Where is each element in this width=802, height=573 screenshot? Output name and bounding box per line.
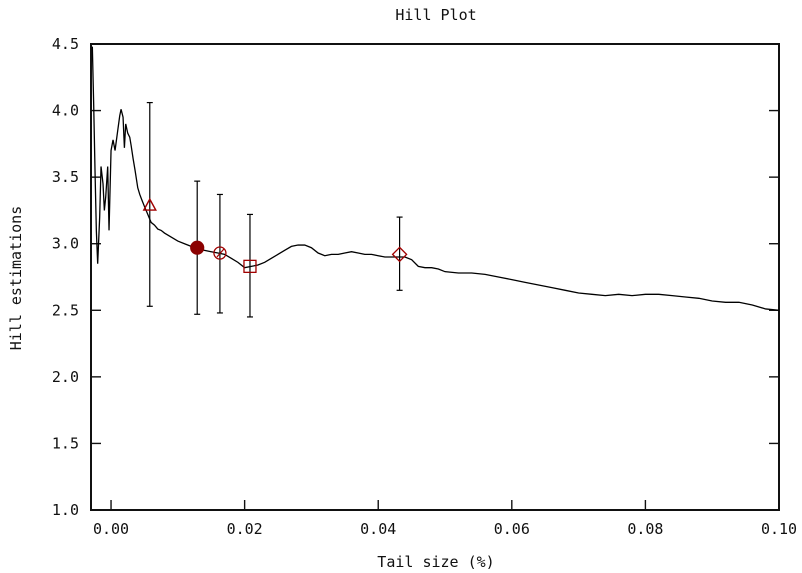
error-bars [146,101,403,318]
x-tick-label: 0.06 [494,520,530,538]
y-tick-label: 1.0 [52,501,79,519]
y-tick-label: 4.5 [52,35,79,53]
x-tick-label: 0.10 [761,520,797,538]
y-tick-label: 3.0 [52,235,79,253]
x-axis-label: Tail size (%) [377,553,494,571]
y-axis-label: Hill estimations [7,206,25,351]
plot-frame [90,43,780,511]
hill-line [91,46,780,311]
markers [142,197,408,273]
y-tick-label: 3.5 [52,168,79,186]
y-tick-label: 2.0 [52,368,79,386]
y-tick-label: 4.0 [52,102,79,120]
x-tick-label: 0.04 [360,520,396,538]
x-tick-label: 0.08 [627,520,663,538]
marker-diamond [391,246,408,263]
marker-triangle [142,197,157,211]
y-tick-label: 2.5 [52,301,79,319]
y-tick-label: 1.5 [52,434,79,452]
x-tick-label: 0.02 [227,520,263,538]
x-axis: 0.00 0.02 0.04 0.06 0.08 0.10 [93,500,797,538]
marker-circle-slash [213,246,227,260]
y-axis: 1.0 1.5 2.0 2.5 3.0 3.5 4.0 4.5 [52,35,779,519]
marker-circle-filled [190,240,205,255]
marker-square [243,259,257,273]
chart-title: Hill Plot [395,6,476,24]
x-tick-label: 0.00 [93,520,129,538]
